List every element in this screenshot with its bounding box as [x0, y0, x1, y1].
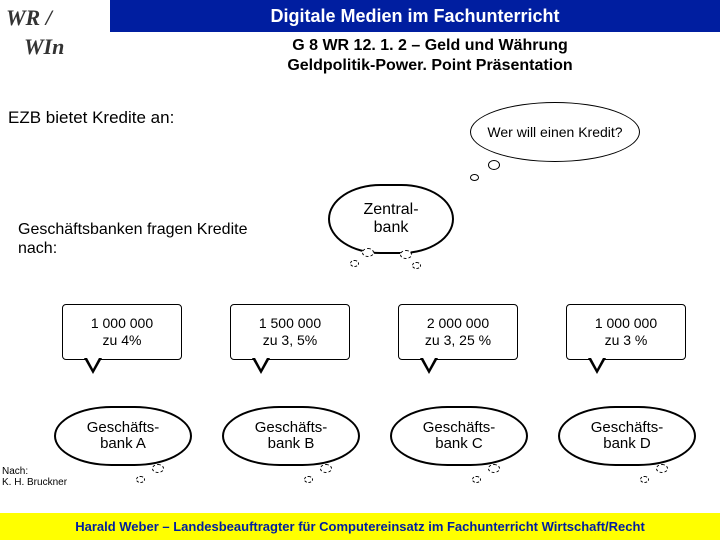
question-text: Wer will einen Kredit? [487, 124, 622, 141]
thought-dot [350, 260, 359, 267]
thought-dot [488, 464, 500, 473]
offer-text: 1 000 000 zu 4% [91, 315, 153, 349]
offer-bubble: 1 000 000 zu 3 % [566, 304, 686, 360]
bank-cloud: Geschäfts-bank B [222, 406, 360, 466]
bank-cloud: Geschäfts-bank A [54, 406, 192, 466]
offer-text: 2 000 000 zu 3, 25 % [425, 315, 491, 349]
thought-dot [656, 464, 668, 473]
offer-text: 1 000 000 zu 3 % [595, 315, 657, 349]
zentralbank-cloud: Zentral-bank [328, 184, 454, 254]
speech-tail [420, 358, 438, 374]
attribution: Nach:K. H. Bruckner [2, 466, 67, 488]
thought-dot [136, 476, 145, 483]
thought-dot [362, 248, 374, 257]
offer-text: 1 500 000 zu 3, 5% [259, 315, 321, 349]
thought-dot [640, 476, 649, 483]
question-bubble: Wer will einen Kredit? [470, 102, 640, 162]
speech-tail [84, 358, 102, 374]
logo-line1: WR / [6, 4, 104, 33]
bank-cloud: Geschäfts-bank D [558, 406, 696, 466]
thought-dot [412, 262, 421, 269]
section-subheading: Geschäftsbanken fragen Kredite nach: [18, 220, 278, 258]
speech-tail [588, 358, 606, 374]
thought-dot [400, 250, 412, 259]
thought-dot [472, 476, 481, 483]
thought-dot [152, 464, 164, 473]
speech-tail [252, 358, 270, 374]
thought-dot [304, 476, 313, 483]
bank-cloud: Geschäfts-bank C [390, 406, 528, 466]
thought-dot [470, 174, 479, 181]
offer-bubble: 1 000 000 zu 4% [62, 304, 182, 360]
offer-bubble: 2 000 000 zu 3, 25 % [398, 304, 518, 360]
title-bar: Digitale Medien im Fachunterricht [110, 0, 720, 32]
offer-bubble: 1 500 000 zu 3, 5% [230, 304, 350, 360]
thought-dot [488, 160, 500, 170]
subtitle: G 8 WR 12. 1. 2 – Geld und WährungGeldpo… [160, 36, 700, 76]
section-heading: EZB bietet Kredite an: [8, 108, 174, 128]
footer: Harald Weber – Landesbeauftragter für Co… [0, 513, 720, 540]
logo: WR / WIn [0, 0, 110, 72]
thought-dot [320, 464, 332, 473]
logo-line2: WIn [6, 33, 104, 62]
